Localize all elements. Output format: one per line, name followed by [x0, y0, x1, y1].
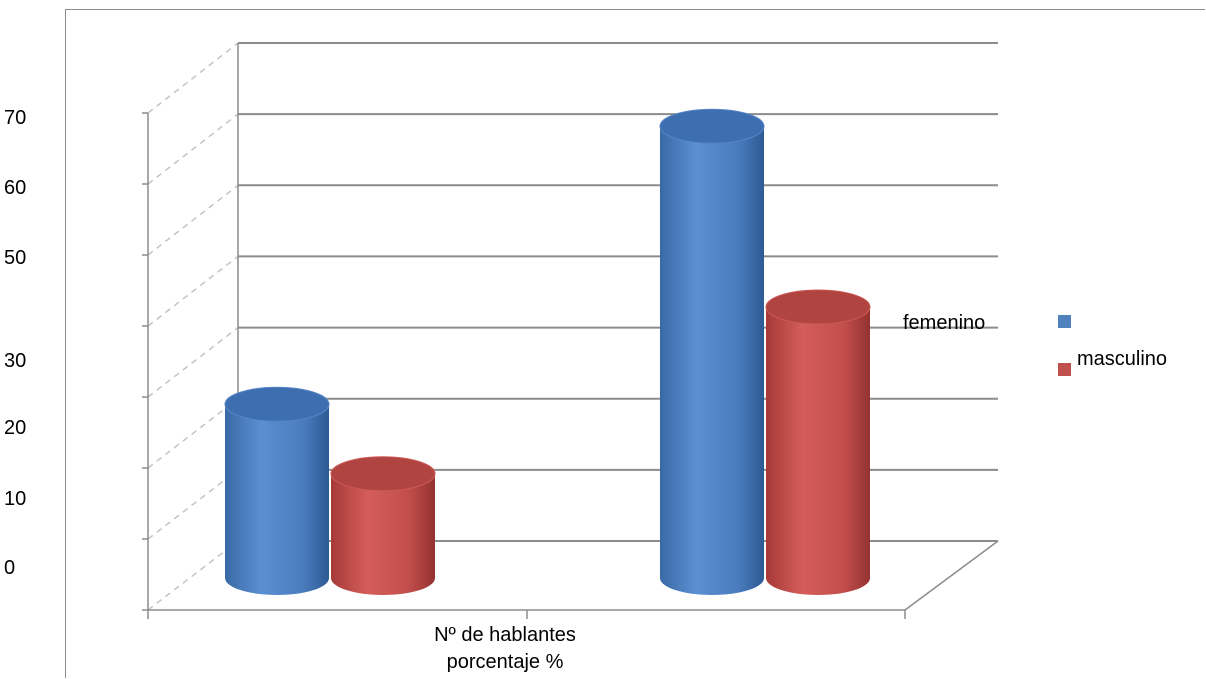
bar-femenino-top	[659, 108, 765, 144]
bar-masculino-body	[331, 473, 435, 595]
side-wall-gridline	[147, 113, 239, 185]
side-wall-gridline	[147, 42, 239, 114]
y-tick-label: 60	[4, 177, 27, 199]
side-wall-gridline	[147, 469, 239, 540]
bar-masculino-top	[330, 456, 436, 492]
legend-label-femenino: femenino	[903, 312, 986, 334]
y-tick-label: 10	[4, 488, 27, 510]
legend-label-masculino: masculino	[1077, 348, 1168, 370]
bar-masculino-top	[765, 289, 871, 325]
legend-swatch-femenino	[1058, 315, 1071, 328]
x-category-label: Nº de hablantes	[434, 624, 576, 646]
x-category-label: porcentaje %	[446, 651, 564, 673]
side-wall-gridline	[147, 326, 239, 398]
chart-frame	[65, 9, 1205, 678]
y-tick-label: 0	[4, 557, 16, 579]
bar-femenino-body	[225, 404, 329, 595]
y-tick-label: 30	[4, 350, 27, 372]
bar-femenino-top	[224, 386, 330, 422]
side-wall-gridline	[147, 184, 239, 256]
y-tick-label: 50	[4, 247, 27, 269]
side-wall-gridline	[147, 398, 239, 469]
side-wall-gridline	[147, 540, 239, 611]
y-tick-label: 20	[4, 417, 27, 439]
floor-right-edge	[904, 540, 999, 611]
bar-masculino-body	[766, 306, 870, 595]
side-wall-gridline	[147, 255, 239, 327]
bar-femenino-body	[660, 126, 764, 595]
y-tick-label: 70	[4, 107, 27, 129]
legend-swatch-masculino	[1058, 363, 1071, 376]
